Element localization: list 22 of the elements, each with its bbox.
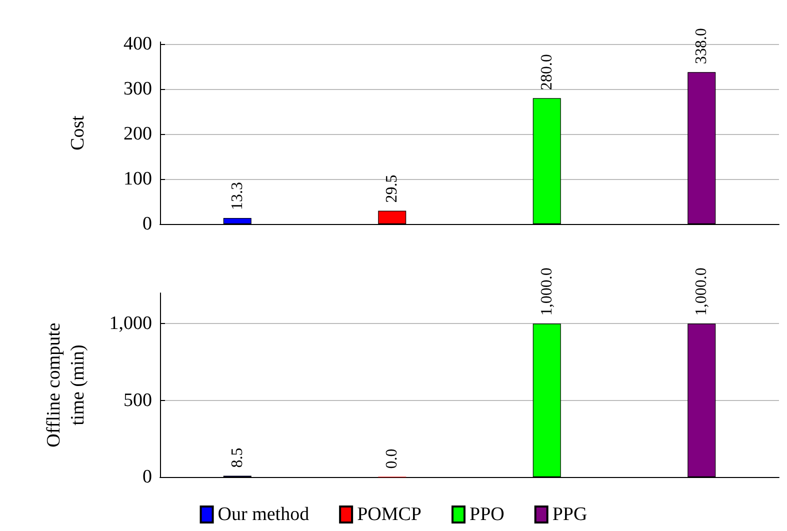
data-label: 1,000.0 — [693, 268, 710, 316]
y-tick-label: 200 — [124, 124, 152, 145]
y-axis-title: Cost — [68, 114, 88, 150]
data-label: 1,000.0 — [538, 268, 556, 316]
y-tick-label: 300 — [124, 78, 152, 100]
data-label: 29.5 — [384, 174, 401, 203]
data-label: 8.5 — [228, 448, 246, 468]
y-tick-label: 400 — [124, 34, 152, 55]
legend-label: PPG — [552, 504, 588, 525]
y-tick-label: 100 — [124, 168, 152, 190]
legend-label: PPO — [470, 504, 504, 525]
y-tick-label: 0 — [142, 214, 152, 234]
data-label: 13.3 — [228, 182, 246, 210]
data-label: 0.0 — [384, 448, 401, 469]
y-tick-label: 0 — [142, 466, 152, 488]
y-tick-label: 1,000 — [109, 313, 152, 334]
y-tick-label: 500 — [124, 390, 152, 411]
data-label: 338.0 — [693, 28, 710, 64]
data-label: 280.0 — [538, 54, 556, 90]
legend-label: Our method — [218, 504, 310, 525]
y-axis-title: Offline compute time (min) — [44, 322, 88, 448]
legend-label: POMCP — [357, 504, 422, 525]
